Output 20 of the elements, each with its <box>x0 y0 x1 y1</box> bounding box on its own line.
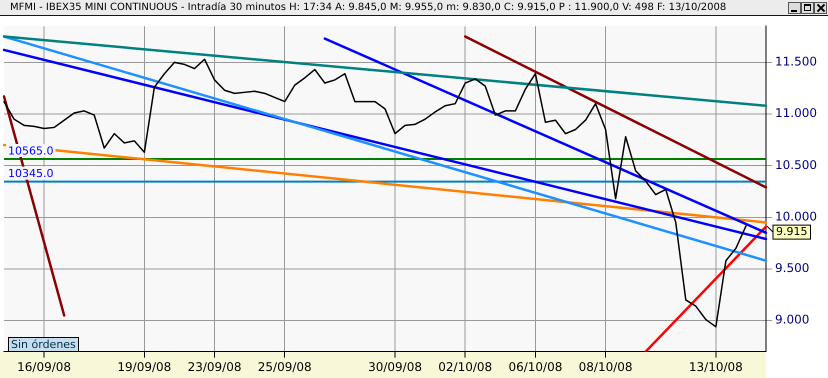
x-tick-label: 06/10/08 <box>508 360 562 374</box>
y-tick-label: 10.000 <box>775 209 817 224</box>
y-tick-label: 10.500 <box>775 158 817 172</box>
x-tick-label: 23/09/08 <box>188 360 242 374</box>
text: 9.915 <box>776 224 808 238</box>
x-tick-label: 16/09/08 <box>17 360 72 374</box>
ref-line-label: 10345.0 <box>8 167 54 180</box>
x-tick-label: 02/10/08 <box>438 360 492 374</box>
x-tick-label: 25/09/08 <box>258 360 312 374</box>
y-tick-label: 11.500 <box>775 54 817 68</box>
y-tick-label: 11.000 <box>775 106 817 120</box>
chart-title: MFMI - IBEX35 MINI CONTINUOUS - Intradía 30 minutos H: 17:34 A: 9.845,0 M: 9.955,0 m: 9.830,0 C: 9.915,0 P : 11.900,0 V: 498 F: 13/10/2008 <box>10 1 726 15</box>
y-tick-label: 9.500 <box>775 261 810 276</box>
x-tick-label: 08/10/08 <box>578 360 633 374</box>
x-tick-label: 13/10/08 <box>688 360 743 374</box>
ref-line-label: 10565.0 <box>8 144 54 158</box>
annotation: Sin órdenes <box>8 337 79 352</box>
y-tick-label: 9.000 <box>775 312 810 327</box>
x-tick-label: 19/09/08 <box>117 360 172 374</box>
x-tick-label: 30/09/08 <box>368 360 422 374</box>
